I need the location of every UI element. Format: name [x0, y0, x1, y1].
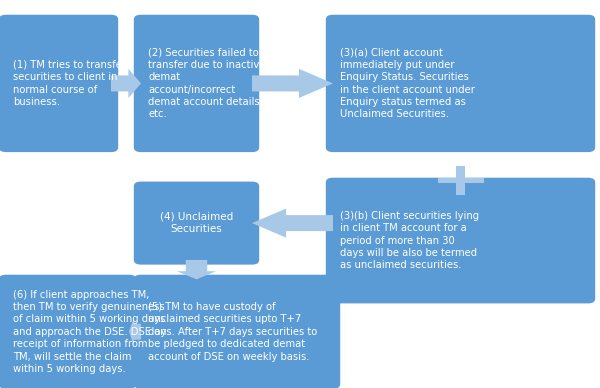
Text: (3)(b) Client securities lying
in client TM account for a
period of more than 30: (3)(b) Client securities lying in client… [340, 211, 479, 270]
Polygon shape [252, 69, 333, 98]
FancyBboxPatch shape [134, 182, 259, 265]
FancyBboxPatch shape [0, 15, 118, 152]
FancyBboxPatch shape [457, 166, 465, 195]
Text: (5) TM to have custody of
unclaimed securities upto T+7
days. After T+7 days sec: (5) TM to have custody of unclaimed secu… [148, 302, 317, 362]
Polygon shape [252, 209, 333, 237]
Polygon shape [177, 260, 216, 279]
Text: (3)(a) Client account
immediately put under
Enquiry Status. Securities
in the cl: (3)(a) Client account immediately put un… [340, 47, 475, 120]
FancyBboxPatch shape [0, 275, 136, 388]
Text: (4) Unclaimed
Securities: (4) Unclaimed Securities [160, 212, 233, 234]
Text: (6) If client approaches TM,
then TM to verify genuineness
of claim within 5 wor: (6) If client approaches TM, then TM to … [13, 289, 167, 374]
FancyBboxPatch shape [326, 178, 595, 303]
FancyBboxPatch shape [134, 275, 340, 388]
FancyBboxPatch shape [134, 15, 259, 152]
FancyBboxPatch shape [326, 15, 595, 152]
Text: (2) Securities failed to
transfer due to inactive
demat
account/incorrect
demat : (2) Securities failed to transfer due to… [148, 47, 266, 120]
FancyBboxPatch shape [438, 178, 484, 183]
Polygon shape [111, 69, 141, 98]
Text: (1) TM tries to transfer
securities to client in
normal course of
business.: (1) TM tries to transfer securities to c… [13, 60, 126, 107]
Polygon shape [129, 317, 141, 346]
